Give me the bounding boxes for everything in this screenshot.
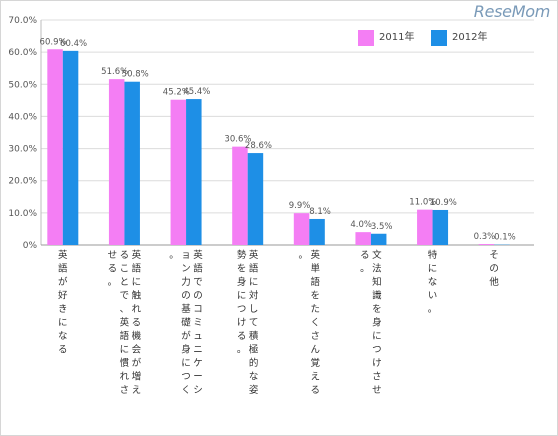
x-tick-label: 英語でのコミュニケーシ: [193, 249, 203, 396]
data-label: 51.6%: [101, 67, 128, 77]
x-tick-label: 勢を身につける。: [237, 249, 247, 356]
legend-swatch-2011: [358, 30, 374, 46]
x-tick-label: 文法知識を身につけさせ: [372, 249, 382, 396]
legend-label-2011: 2011年: [379, 32, 415, 43]
watermark-logo: ReseMom: [473, 2, 551, 21]
y-tick-label: 70.0%: [8, 16, 37, 26]
data-label: 28.6%: [245, 141, 272, 151]
y-tick-label: 0%: [23, 241, 38, 251]
data-label: 8.1%: [309, 207, 331, 217]
x-tick-label: ョン力の基礎が身につく: [181, 250, 191, 396]
data-label: 11.0%: [409, 198, 436, 208]
x-tick-label: ることで、英語に慣れさ: [120, 250, 130, 396]
data-label: 3.5%: [371, 222, 393, 232]
x-tick-label: 。: [299, 250, 309, 261]
bar: [186, 99, 202, 245]
y-tick-label: 50.0%: [8, 80, 37, 90]
bar: [232, 146, 248, 245]
data-label: 45.2%: [163, 88, 190, 98]
bar: [432, 209, 449, 245]
data-label: 4.0%: [350, 220, 372, 230]
x-tick-label: 特にない。: [428, 249, 438, 315]
data-label: 10.9%: [430, 198, 457, 208]
x-tick-label: 英単語をたくさん覚える: [311, 249, 321, 396]
data-label: 9.9%: [289, 201, 311, 211]
y-tick-label: 20.0%: [8, 177, 37, 187]
bar: [309, 218, 325, 245]
data-label: 45.4%: [183, 87, 210, 97]
x-tick-label: 。: [169, 250, 179, 261]
bar: [124, 81, 140, 245]
y-tick-label: 60.0%: [8, 48, 37, 58]
data-label: 0.3%: [474, 232, 496, 242]
x-tick-label: る。: [360, 250, 370, 275]
x-tick-label: 英語に対して積極的な姿: [249, 249, 259, 396]
bar: [417, 209, 433, 245]
x-tick-label: せる。: [108, 250, 118, 288]
data-label: 50.8%: [122, 70, 149, 80]
bar: [170, 99, 187, 245]
y-tick-label: 10.0%: [8, 209, 37, 219]
x-tick-label: その他: [489, 250, 499, 288]
data-label: 60.4%: [60, 39, 87, 49]
bar: [108, 79, 125, 246]
legend-label-2012: 2012年: [452, 32, 488, 43]
data-label: 60.9%: [40, 37, 67, 47]
bar: [62, 50, 79, 245]
x-tick-label: 英語に触れる機会が増え: [132, 249, 142, 396]
data-label: 30.6%: [224, 135, 251, 145]
bar: [247, 153, 264, 245]
data-label: 0.1%: [494, 233, 516, 243]
bar: [370, 233, 387, 245]
bar: [293, 213, 310, 245]
bar: [478, 244, 495, 245]
bar: [47, 49, 63, 245]
bar: [355, 232, 371, 245]
legend-swatch-2012: [431, 30, 447, 46]
x-tick-label: 英語が好きになる: [58, 249, 68, 356]
y-tick-label: 30.0%: [8, 145, 37, 155]
y-tick-label: 40.0%: [8, 112, 37, 122]
